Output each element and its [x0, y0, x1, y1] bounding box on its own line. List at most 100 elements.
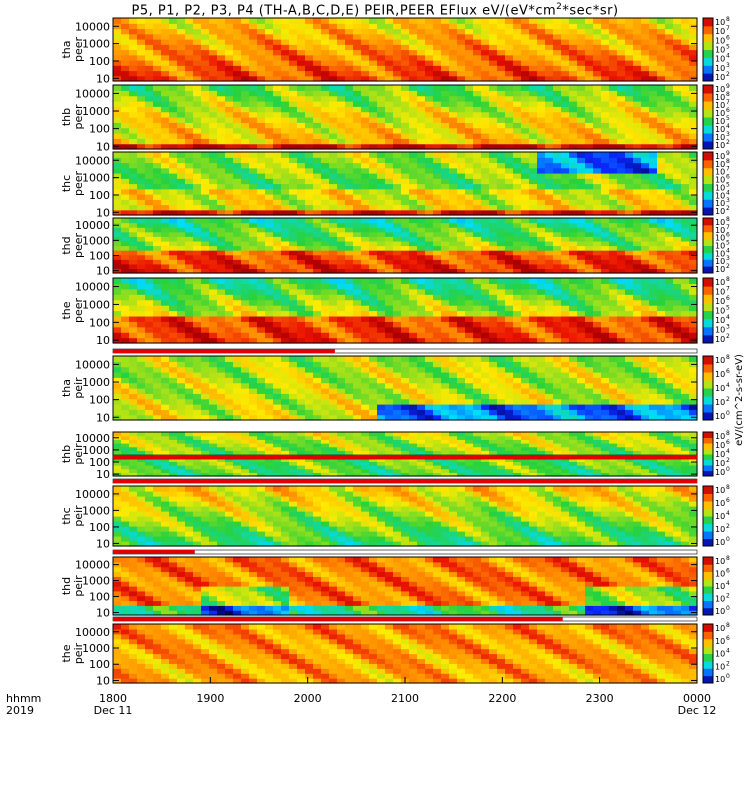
tha-peir-cell	[353, 393, 362, 400]
thd-peer-cell	[337, 268, 346, 274]
the-peer-cell	[337, 294, 346, 301]
thb-peer-cell	[273, 90, 282, 97]
thc-peer-cell	[601, 178, 610, 185]
the-peer-cell	[241, 294, 250, 301]
colorbar-tick-exponent: 6	[726, 107, 730, 114]
tha-peer-cell	[425, 54, 434, 61]
the-peer-cell	[345, 332, 354, 339]
the-peer-cell	[681, 294, 690, 301]
thd-peer-cell	[473, 218, 482, 224]
thc-peer-cell	[313, 209, 322, 216]
thd-peer-cell	[337, 254, 346, 260]
thd-peer-cell	[345, 263, 354, 270]
thc-peer-cell	[497, 157, 506, 164]
the-peer-cell	[193, 283, 202, 290]
thc-peer-cell	[457, 194, 466, 200]
tha-peer-cell	[273, 70, 282, 77]
tha-peir-cell	[369, 414, 378, 421]
tha-peir-cell	[289, 372, 298, 378]
tha-peir-cell	[329, 366, 338, 373]
colorbar-tick-exponent: 8	[726, 216, 730, 223]
tha-peir-cell	[361, 361, 370, 368]
thd-peer-cell	[529, 218, 538, 224]
thd-peer-cell	[505, 245, 514, 251]
tha-peer-cell	[625, 33, 634, 40]
thd-peer-cell	[113, 245, 122, 251]
thc-peer-cell	[385, 157, 394, 164]
the-peer-cell	[465, 326, 474, 333]
thb-peer-cell	[529, 127, 538, 134]
thd-peer-cell	[193, 250, 202, 256]
thd-peer-cell	[225, 231, 234, 237]
tha-peer-cell	[545, 60, 554, 66]
tha-peer-cell	[241, 33, 250, 40]
thb-peer-cell	[209, 106, 218, 113]
thb-peer-cell	[625, 117, 634, 123]
thb-peer-cell	[441, 95, 450, 102]
thd-peer-cell	[497, 245, 506, 251]
thb-peer-cell	[561, 95, 570, 102]
tha-peir-cell	[337, 414, 346, 421]
thc-peer-cell	[313, 178, 322, 185]
thc-peer-cell	[361, 162, 370, 169]
tha-peer-cell	[209, 54, 218, 61]
the-peer-cell	[513, 294, 522, 301]
thd-peer-cell	[609, 240, 618, 247]
tha-peer-cell	[457, 33, 466, 40]
thd-peer-cell	[233, 231, 242, 237]
thd-peer-cell	[409, 259, 418, 265]
thb-peer-cell	[313, 90, 322, 97]
thc-peer-cell	[225, 188, 234, 195]
thd-peer-cell	[233, 250, 242, 256]
the-peer-cell	[417, 321, 426, 328]
tha-peer-cell	[169, 54, 178, 61]
the-peer-cell	[249, 299, 258, 306]
thb-peer-cell	[201, 101, 210, 107]
thb-peer-cell	[545, 90, 554, 97]
the-peer-cell	[529, 299, 538, 306]
colorbar-tick-label: 10	[715, 93, 725, 102]
thb-peer-cell	[585, 122, 594, 129]
tha-peer-cell	[417, 54, 426, 61]
tha-peer-cell	[353, 75, 362, 82]
thb-peer-cell	[505, 101, 514, 107]
thc-peer-cell	[185, 188, 194, 195]
the-peer-cell	[185, 321, 194, 328]
thd-peer-cell	[625, 231, 634, 237]
thd-peer-cell	[649, 245, 658, 251]
the-peer-cell	[353, 321, 362, 328]
the-peer-cell	[513, 278, 522, 285]
thc-peer-cell	[145, 167, 154, 174]
thc-peer-cell	[649, 167, 658, 174]
tha-peer-cell	[473, 33, 482, 40]
thc-peer-frame	[112, 151, 698, 216]
thd-peer-cell	[649, 222, 658, 228]
thd-peer-cell	[233, 218, 242, 224]
the-peer-cell	[113, 299, 122, 306]
tha-peer-cell	[129, 49, 138, 56]
the-peer-cell	[601, 305, 610, 312]
thd-peer-cell	[681, 254, 690, 260]
the-peer-cell	[281, 321, 290, 328]
thd-peer-cell	[625, 259, 634, 265]
thb-peer-cell	[273, 143, 282, 150]
the-peer-cell	[129, 337, 138, 344]
thc-peer-cell	[497, 188, 506, 195]
thc-peer-cell	[497, 183, 506, 190]
thc-peer-cell	[617, 183, 626, 190]
thc-peer-cell	[121, 162, 130, 169]
tha-peir-cell	[137, 409, 146, 416]
thc-peer-cell	[121, 188, 130, 195]
tha-peer-cell	[425, 75, 434, 82]
the-peer-cell	[537, 288, 546, 295]
thb-peer-cell	[585, 111, 594, 118]
the-peer-cell	[513, 326, 522, 333]
thb-peer-cell	[625, 95, 634, 102]
tha-peer-cell	[521, 65, 530, 72]
the-peer-cell	[217, 310, 226, 317]
thb-peer-cell	[169, 143, 178, 150]
thc-peer-cell	[185, 194, 194, 200]
tha-peer-cell	[201, 49, 210, 56]
thc-peer-cell	[385, 194, 394, 200]
thb-peer-cell	[393, 90, 402, 97]
